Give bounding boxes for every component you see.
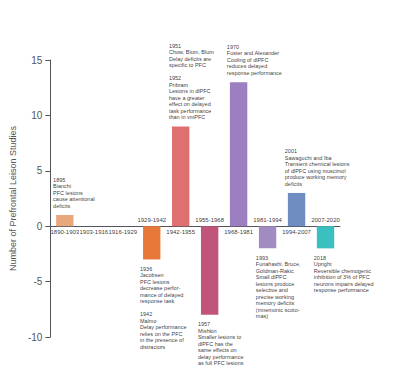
svg-text:Pribram: Pribram: [169, 82, 189, 88]
svg-text:mance of delayed: mance of delayed: [140, 292, 183, 298]
svg-text:dlPFC has the: dlPFC has the: [198, 341, 233, 347]
svg-text:response task: response task: [140, 298, 174, 304]
svg-text:-10: -10: [28, 332, 43, 343]
svg-text:specific to PFC: specific to PFC: [169, 62, 206, 68]
svg-text:-5: -5: [33, 276, 42, 287]
svg-text:effect on delayed: effect on delayed: [169, 101, 211, 107]
svg-text:Number of Prefrontal Leison St: Number of Prefrontal Leison Studies: [8, 125, 18, 271]
svg-text:2007-2020: 2007-2020: [311, 217, 340, 223]
svg-text:1952: 1952: [169, 75, 181, 81]
svg-text:Reversible chemogenic: Reversible chemogenic: [314, 268, 371, 274]
svg-text:neurons impairs delayed: neurons impairs delayed: [314, 281, 374, 287]
svg-text:1955-1968: 1955-1968: [195, 217, 224, 223]
svg-text:Smaller lesions to: Smaller lesions to: [198, 334, 241, 340]
svg-text:Goldman-Rakic: Goldman-Rakic: [256, 268, 294, 274]
svg-text:Upright: Upright: [314, 261, 332, 267]
svg-text:produce working memory: produce working memory: [285, 174, 347, 180]
svg-text:1942-1955: 1942-1955: [166, 229, 195, 235]
svg-text:than in vmPFC: than in vmPFC: [169, 114, 205, 120]
svg-text:distractors: distractors: [140, 344, 166, 350]
svg-text:1929-1942: 1929-1942: [137, 217, 166, 223]
svg-text:Funahashi, Bruce,: Funahashi, Bruce,: [256, 261, 301, 267]
svg-text:Transient chemical lesions: Transient chemical lesions: [285, 161, 350, 167]
svg-text:1981-1994: 1981-1994: [253, 217, 282, 223]
svg-text:Cooling of dlPFC: Cooling of dlPFC: [227, 57, 269, 63]
svg-text:1942: 1942: [140, 311, 152, 317]
svg-text:response performance: response performance: [227, 70, 282, 76]
svg-text:1968-1981: 1968-1981: [224, 229, 253, 235]
svg-text:precise working: precise working: [256, 294, 294, 300]
svg-text:Small dlPFC: Small dlPFC: [256, 274, 287, 280]
svg-text:decrease perfor-: decrease perfor-: [140, 285, 181, 291]
svg-text:Bianchi: Bianchi: [53, 183, 71, 189]
svg-text:1957: 1957: [198, 321, 210, 327]
svg-text:2018: 2018: [314, 255, 326, 261]
svg-text:Malmo: Malmo: [140, 318, 157, 324]
svg-text:same effects on: same effects on: [198, 347, 237, 353]
svg-text:mas): mas): [256, 313, 268, 319]
svg-text:1895: 1895: [53, 177, 65, 183]
svg-text:1951: 1951: [169, 43, 181, 49]
svg-text:lesions produce: lesions produce: [256, 281, 295, 287]
svg-text:Fuster and Alexander: Fuster and Alexander: [227, 50, 279, 56]
svg-text:task performance: task performance: [169, 108, 212, 114]
svg-text:15: 15: [31, 55, 43, 66]
svg-text:Lesions in dlPFC: Lesions in dlPFC: [169, 88, 211, 94]
svg-text:5: 5: [37, 165, 43, 176]
svg-text:1916-1929: 1916-1929: [108, 229, 137, 235]
svg-text:1890-1903: 1890-1903: [50, 229, 79, 235]
svg-text:inhibition of 3% of PFC: inhibition of 3% of PFC: [314, 274, 370, 280]
svg-text:memory deficits: memory deficits: [256, 300, 295, 306]
svg-text:1993: 1993: [256, 255, 268, 261]
svg-text:Chow, Blum, Blum: Chow, Blum, Blum: [169, 49, 214, 55]
svg-text:10: 10: [31, 110, 43, 121]
svg-text:selective and: selective and: [256, 287, 288, 293]
svg-text:PFC lesions: PFC lesions: [53, 190, 83, 196]
svg-text:0: 0: [37, 221, 43, 232]
svg-text:cause attentional: cause attentional: [53, 196, 95, 202]
svg-text:2001: 2001: [285, 148, 297, 154]
svg-text:(mnemonic scoto-: (mnemonic scoto-: [256, 307, 300, 313]
svg-text:deficits: deficits: [285, 181, 302, 187]
svg-text:1936: 1936: [140, 266, 152, 272]
svg-text:deficits: deficits: [53, 203, 70, 209]
svg-text:Jacobsen: Jacobsen: [140, 272, 164, 278]
svg-text:in the presence of: in the presence of: [140, 337, 184, 343]
svg-text:have a greater: have a greater: [169, 95, 205, 101]
svg-text:Delay performance: Delay performance: [140, 324, 186, 330]
svg-text:delay performance: delay performance: [198, 354, 244, 360]
svg-text:Sawaguchi and Iba: Sawaguchi and Iba: [285, 155, 333, 161]
svg-text:as full PFC lesions: as full PFC lesions: [198, 360, 244, 366]
svg-text:Mishkin: Mishkin: [198, 328, 217, 334]
svg-text:1970: 1970: [227, 44, 239, 50]
svg-text:1994-2007: 1994-2007: [282, 229, 311, 235]
svg-text:reduces delayed: reduces delayed: [227, 63, 267, 69]
svg-text:relies on the PFC: relies on the PFC: [140, 331, 183, 337]
svg-text:Delay deficits are: Delay deficits are: [169, 56, 211, 62]
svg-text:of dlPFC using muscimol: of dlPFC using muscimol: [285, 168, 346, 174]
svg-text:response performance: response performance: [314, 287, 369, 293]
svg-text:1903-1916: 1903-1916: [79, 229, 108, 235]
svg-text:PFC lesions: PFC lesions: [140, 279, 170, 285]
